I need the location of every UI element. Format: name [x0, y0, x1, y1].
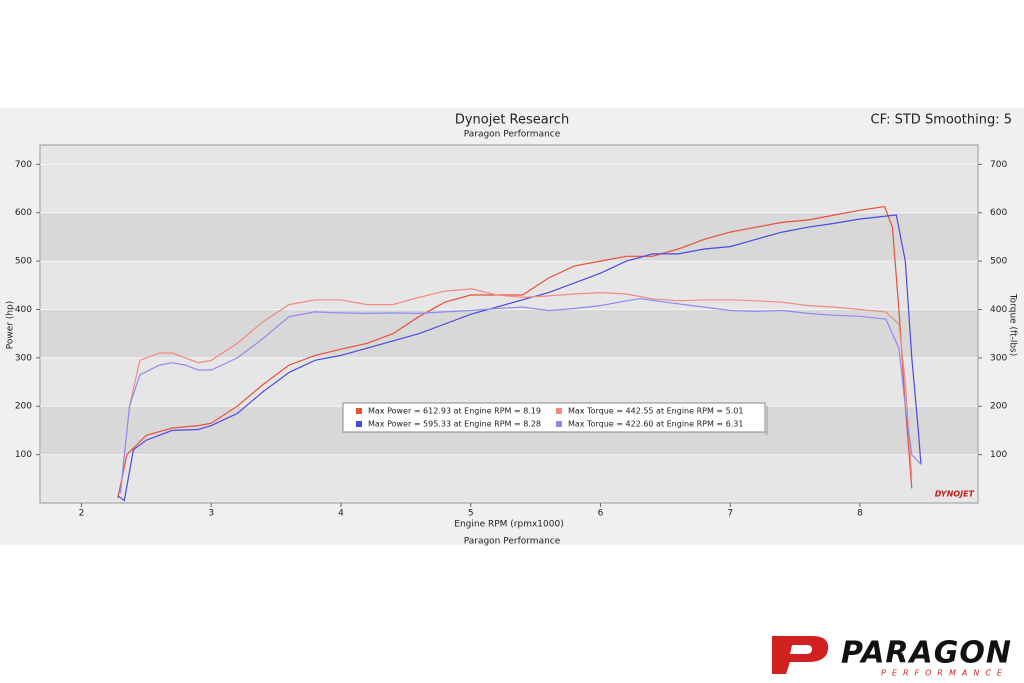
y2-tick-label: 700 [990, 160, 1007, 170]
y-axis-label: Power (hp) [6, 301, 16, 350]
chart-subtitle: Paragon Performance [464, 130, 561, 140]
legend-swatch [556, 421, 562, 427]
y-tick-label: 400 [15, 305, 32, 315]
legend-swatch [556, 408, 562, 414]
y-tick-label: 600 [15, 208, 32, 218]
y2-axis-label: Torque (ft-lbs) [1008, 293, 1018, 357]
x-tick-label: 3 [208, 509, 214, 519]
grid-band [41, 212, 977, 262]
legend-shadow [765, 406, 768, 435]
legend-label: Max Power = 595.33 at Engine RPM = 8.28 [368, 420, 541, 429]
legend-box [342, 402, 766, 433]
x-tick-label: 7 [727, 509, 733, 519]
logo-tagline: PERFORMANCE [881, 669, 1008, 678]
y-tick-label: 700 [15, 160, 32, 170]
logo-mark [772, 636, 829, 674]
y2-tick-label: 200 [990, 402, 1007, 412]
corner-note: CF: STD Smoothing: 5 [871, 113, 1012, 128]
y-tick-label: 200 [15, 402, 32, 412]
logo: PARAGON PERFORMANCE [772, 636, 1012, 678]
logo-name: PARAGON [841, 636, 1012, 671]
grid-band [41, 309, 977, 358]
x-tick-label: 8 [857, 509, 863, 519]
y-tick-label: 500 [15, 257, 32, 267]
legend-label: Max Torque = 442.55 at Engine RPM = 5.01 [568, 407, 743, 416]
series-line [119, 297, 922, 494]
x-tick-label: 5 [468, 509, 474, 519]
y-tick-label: 100 [15, 450, 32, 460]
x-axis-sublabel: Paragon Performance [464, 537, 561, 547]
x-tick-label: 6 [598, 509, 604, 519]
legend-swatch [356, 421, 362, 427]
legend-label: Max Torque = 422.60 at Engine RPM = 6.31 [568, 420, 743, 429]
x-axis-label: Engine RPM (rpmx1000) [454, 520, 563, 530]
x-tick-label: 2 [79, 509, 85, 519]
legend-label: Max Power = 612.93 at Engine RPM = 8.19 [368, 407, 541, 416]
series-line [119, 288, 913, 494]
legend: Max Power = 612.93 at Engine RPM = 8.19 M… [342, 402, 768, 435]
y2-tick-label: 100 [990, 450, 1007, 460]
y2-tick-label: 300 [990, 353, 1007, 363]
y-tick-label: 300 [15, 353, 32, 363]
y2-tick-label: 500 [990, 257, 1007, 267]
y2-tick-label: 600 [990, 208, 1007, 218]
series-line [117, 205, 913, 499]
x-tick-label: 4 [338, 509, 344, 519]
chart-title: Dynojet Research [455, 113, 569, 128]
y2-tick-label: 400 [990, 305, 1007, 315]
legend-swatch [356, 408, 362, 414]
watermark: DYNOJET [935, 490, 975, 499]
